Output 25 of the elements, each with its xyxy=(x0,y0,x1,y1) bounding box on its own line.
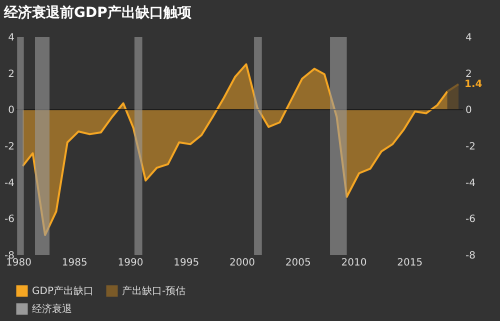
y-tick-label: -4 xyxy=(4,178,14,189)
y-tick-label: -2 xyxy=(4,142,14,152)
x-tick-label: 1985 xyxy=(62,258,88,268)
x-tick-label: 2005 xyxy=(285,258,311,268)
x-tick-label: 1995 xyxy=(174,258,200,268)
y-tick-label: 2 xyxy=(8,68,14,80)
legend-label: 产出缺口-预估 xyxy=(122,285,186,297)
y2-tick-label: -8 xyxy=(466,250,476,262)
x-tick-label: 2000 xyxy=(230,258,255,268)
y-tick-label: 0 xyxy=(8,105,14,116)
x-tick-label: 2010 xyxy=(341,258,367,268)
y-tick-label: 4 xyxy=(8,32,14,44)
y2-tick-label: 4 xyxy=(466,32,472,44)
chart-title: 经济衰退前GDP产出缺口触项 xyxy=(3,4,192,21)
legend-label: GDP产出缺口 xyxy=(32,285,94,297)
y2-tick-label: 0 xyxy=(466,105,472,116)
y2-tick-label: 2 xyxy=(466,68,472,80)
legend-label: 经济衰退 xyxy=(32,303,72,315)
y2-tick-label: -6 xyxy=(466,214,476,226)
data-label: 1.4 xyxy=(464,79,482,90)
y2-tick-label: -2 xyxy=(466,142,476,152)
y-tick-label: -6 xyxy=(4,214,14,226)
x-tick-label: 2015 xyxy=(397,258,423,268)
x-tick-label: 1990 xyxy=(118,258,144,268)
y2-tick-label: -4 xyxy=(466,178,476,189)
